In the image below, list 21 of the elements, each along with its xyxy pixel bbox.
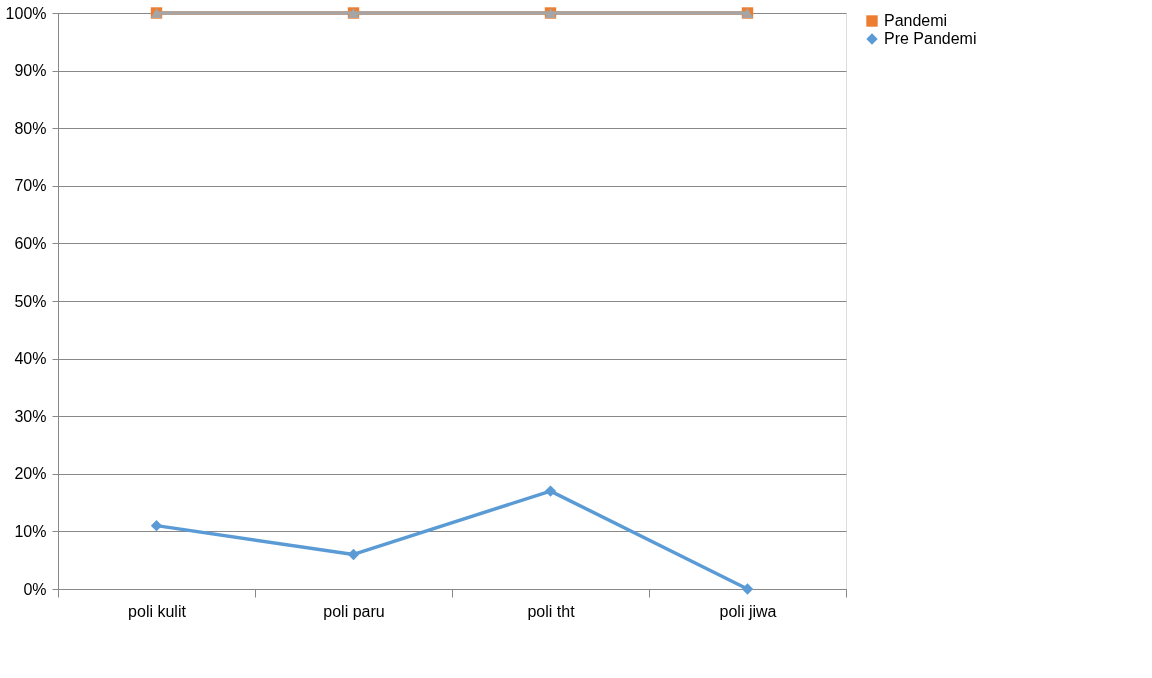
y-tick-label: 30% [14, 407, 47, 425]
point [347, 548, 360, 561]
y-tick-label: 0% [23, 580, 47, 598]
point [741, 583, 754, 595]
y-tick-label: 70% [14, 177, 47, 195]
y-tick-label: 90% [14, 62, 47, 80]
x-tick-label: poli tht [527, 602, 576, 620]
y-tick-label: 100% [5, 4, 47, 22]
x-tick-label: poli kulit [128, 602, 187, 620]
y-tick-label: 60% [14, 234, 47, 252]
legend-label: Pandemi [884, 12, 948, 29]
y-tick-label: 20% [14, 465, 47, 483]
point [544, 485, 557, 497]
point [150, 519, 163, 532]
x-tick-label: poli paru [323, 602, 385, 620]
y-tick-label: 80% [14, 119, 47, 137]
x-tick-label: poli jiwa [719, 602, 777, 620]
y-tick-label: 40% [14, 350, 47, 368]
legend-label: Pre Pandemi [884, 30, 977, 47]
y-tick-label: 10% [14, 522, 47, 540]
y-tick-label: 50% [14, 292, 47, 310]
